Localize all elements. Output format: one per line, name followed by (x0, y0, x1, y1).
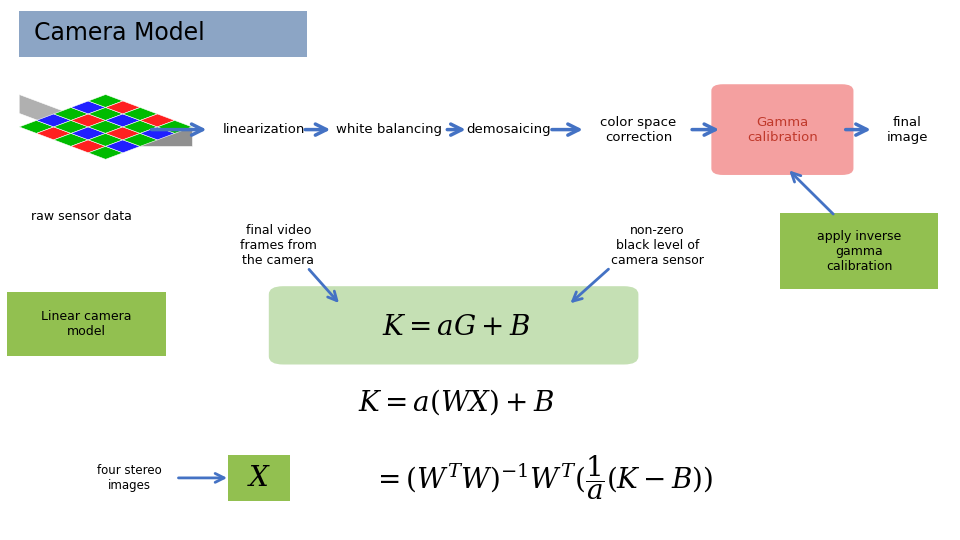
Text: final
image: final image (886, 116, 928, 144)
Polygon shape (71, 101, 106, 114)
Polygon shape (88, 94, 123, 107)
Polygon shape (19, 120, 54, 133)
Polygon shape (140, 114, 175, 127)
FancyBboxPatch shape (7, 292, 166, 356)
Polygon shape (88, 133, 123, 146)
FancyBboxPatch shape (711, 84, 853, 175)
Text: $= (W^TW)^{-1}W^T(\dfrac{1}{a}(K - B))$: $= (W^TW)^{-1}W^T(\dfrac{1}{a}(K - B))$ (372, 454, 713, 502)
Polygon shape (54, 107, 88, 120)
Text: Linear camera
model: Linear camera model (41, 310, 132, 338)
Polygon shape (71, 140, 106, 153)
Polygon shape (123, 120, 157, 133)
Polygon shape (54, 120, 88, 133)
Polygon shape (106, 114, 140, 127)
Polygon shape (88, 120, 123, 133)
Text: white balancing: white balancing (336, 123, 442, 136)
Text: Camera Model: Camera Model (34, 22, 204, 45)
Text: linearization: linearization (223, 123, 305, 136)
FancyBboxPatch shape (19, 11, 307, 57)
Polygon shape (54, 133, 88, 146)
Polygon shape (123, 133, 157, 146)
Polygon shape (36, 114, 71, 127)
Polygon shape (19, 94, 106, 146)
Text: non-zero
black level of
camera sensor: non-zero black level of camera sensor (612, 224, 704, 267)
Polygon shape (71, 127, 106, 140)
Polygon shape (123, 107, 157, 120)
Text: demosaicing: demosaicing (467, 123, 551, 136)
Text: $X$: $X$ (247, 464, 272, 492)
Polygon shape (106, 127, 192, 146)
Text: final video
frames from
the camera: final video frames from the camera (240, 224, 317, 267)
FancyBboxPatch shape (228, 455, 290, 501)
Polygon shape (157, 120, 192, 133)
Polygon shape (71, 114, 106, 127)
FancyBboxPatch shape (780, 213, 939, 289)
Text: $K = a(WX) + B$: $K = a(WX) + B$ (358, 387, 554, 417)
Text: four stereo
images: four stereo images (97, 464, 162, 492)
Polygon shape (106, 127, 140, 140)
Text: $K = aG + B$: $K = aG + B$ (382, 313, 530, 341)
Text: Gamma
calibration: Gamma calibration (747, 116, 818, 144)
Polygon shape (106, 140, 140, 153)
Text: color space
correction: color space correction (600, 116, 677, 144)
Polygon shape (88, 107, 123, 120)
Polygon shape (140, 127, 175, 140)
Polygon shape (106, 101, 140, 114)
Text: raw sensor data: raw sensor data (31, 210, 132, 222)
FancyBboxPatch shape (269, 286, 638, 364)
Polygon shape (88, 146, 123, 159)
Polygon shape (36, 127, 71, 140)
Text: apply inverse
gamma
calibration: apply inverse gamma calibration (817, 230, 901, 273)
